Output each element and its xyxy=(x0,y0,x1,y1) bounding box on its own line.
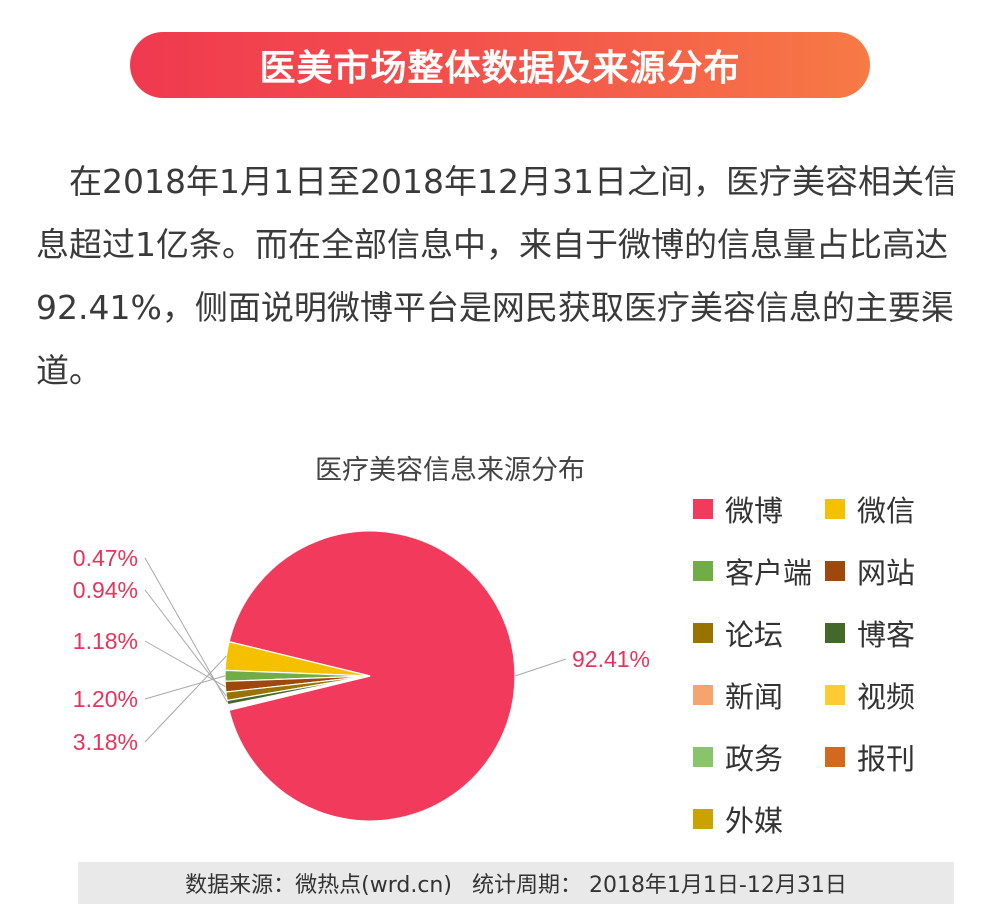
leader-line-微信 xyxy=(144,655,227,743)
legend-swatch xyxy=(693,747,713,767)
legend-swatch xyxy=(693,685,713,705)
data-label-论坛: 0.94% xyxy=(73,577,138,603)
legend-label: 论坛 xyxy=(725,618,784,652)
banner-title: 医美市场整体数据及来源分布 xyxy=(259,48,741,89)
legend-item-报刊: 报刊 xyxy=(825,736,915,778)
intro-paragraph: 在2018年1月1日至2018年12月31日之间，医疗美容相关信息超过1亿条。而… xyxy=(36,162,957,390)
legend-swatch xyxy=(825,499,845,519)
leader-line-博客 xyxy=(144,557,228,703)
legend-item-视频: 视频 xyxy=(825,674,915,716)
legend-label: 外媒 xyxy=(725,804,784,838)
legend-item-微信: 微信 xyxy=(825,488,915,530)
legend-swatch xyxy=(825,561,845,581)
legend-swatch xyxy=(825,623,845,643)
leader-line-客户端 xyxy=(144,675,226,700)
legend-label: 报刊 xyxy=(857,742,916,776)
legend-item-客户端: 客户端 xyxy=(693,550,812,592)
legend-label: 客户端 xyxy=(725,556,813,590)
leader-line-网站 xyxy=(144,640,226,688)
pie-slice-博客 xyxy=(226,675,371,706)
footer-source-bar: 数据来源：微热点(wrd.cn) 统计周期： 2018年1月1日-12月31日 xyxy=(78,862,954,904)
leader-line-论坛 xyxy=(144,589,227,697)
legend-label: 网站 xyxy=(857,556,916,590)
data-label-客户端: 1.20% xyxy=(73,686,138,712)
data-label-微信: 3.18% xyxy=(73,729,138,755)
pie-chart: 92.41% 3.18% 1.20% 1.18% 0.94% 0.47% xyxy=(73,530,650,822)
legend-label: 政务 xyxy=(725,742,784,776)
footer-period: 统计周期： 2018年1月1日-12月31日 xyxy=(471,873,847,898)
legend-label: 博客 xyxy=(857,618,916,652)
legend-swatch xyxy=(693,561,713,581)
leader-line-微博 xyxy=(514,658,567,677)
legend-item-新闻: 新闻 xyxy=(693,674,783,716)
legend-swatch xyxy=(693,499,713,519)
chart-title: 医疗美容信息来源分布 xyxy=(315,455,585,486)
title-banner: 医美市场整体数据及来源分布 xyxy=(130,32,870,98)
footer-source: 数据来源：微热点(wrd.cn) xyxy=(185,873,452,898)
legend-label: 新闻 xyxy=(725,680,784,714)
legend-swatch xyxy=(825,685,845,705)
legend-swatch xyxy=(693,623,713,643)
legend-swatch xyxy=(825,747,845,767)
legend-label: 微信 xyxy=(857,494,916,528)
legend-item-政务: 政务 xyxy=(693,736,783,778)
data-label-微博: 92.41% xyxy=(572,646,650,672)
legend-swatch xyxy=(693,809,713,829)
legend-item-博客: 博客 xyxy=(825,612,915,654)
legend-item-网站: 网站 xyxy=(825,550,915,592)
legend-item-论坛: 论坛 xyxy=(693,612,783,654)
legend-item-微博: 微博 xyxy=(693,488,783,530)
legend-label: 微博 xyxy=(725,494,784,528)
data-label-网站: 1.18% xyxy=(73,628,138,654)
legend-label: 视频 xyxy=(857,680,916,714)
legend-item-外媒: 外媒 xyxy=(693,798,783,840)
data-label-博客: 0.47% xyxy=(73,545,138,571)
